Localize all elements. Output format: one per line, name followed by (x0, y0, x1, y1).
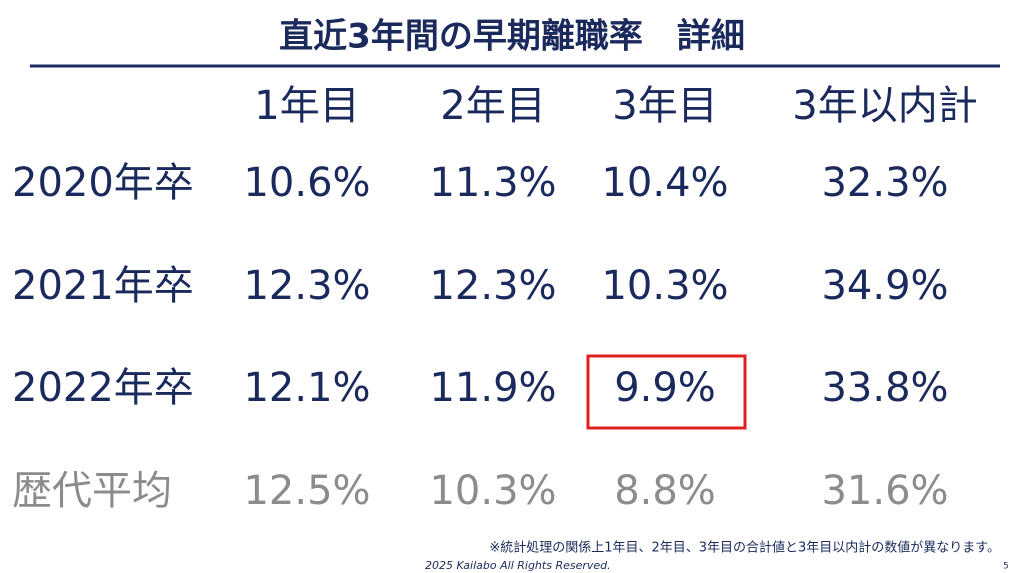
column-header: 1年目 (254, 83, 359, 129)
table-cell: 12.5% (243, 468, 370, 514)
row-label: 2022年卒 (12, 365, 194, 411)
table-cell: 33.8% (821, 365, 948, 411)
column-header: 2年目 (440, 83, 545, 129)
slide-title: 直近3年間の早期離職率 詳細 (279, 17, 745, 57)
table-cell: 10.3% (429, 468, 556, 514)
table-cell: 11.9% (429, 365, 556, 411)
row-label: 2021年卒 (12, 263, 194, 309)
table-cell: 11.3% (429, 160, 556, 206)
table-cell: 10.6% (243, 160, 370, 206)
row-label: 2020年卒 (12, 160, 194, 206)
table-cell: 31.6% (821, 468, 948, 514)
table-cell: 8.8% (614, 468, 716, 514)
table-cell: 32.3% (821, 160, 948, 206)
highlight-box (586, 354, 747, 430)
row-label: 歴代平均 (12, 468, 172, 514)
column-header: 3年以内計 (792, 83, 977, 129)
page-number: 5 (1003, 562, 1009, 572)
table-cell: 9.9% (614, 365, 716, 411)
table-cell: 34.9% (821, 263, 948, 309)
table-cell: 10.3% (601, 263, 728, 309)
table-cell: 12.3% (429, 263, 556, 309)
table-cell: 10.4% (601, 160, 728, 206)
table-cell: 12.1% (243, 365, 370, 411)
footnote: ※統計処理の関係上1年目、2年目、3年目の合計値と3年目以内計の数値が異なります… (489, 540, 1000, 556)
copyright: 2025 Kailabo All Rights Reserved. (425, 559, 611, 572)
table-cell: 12.3% (243, 263, 370, 309)
column-header: 3年目 (612, 83, 717, 129)
